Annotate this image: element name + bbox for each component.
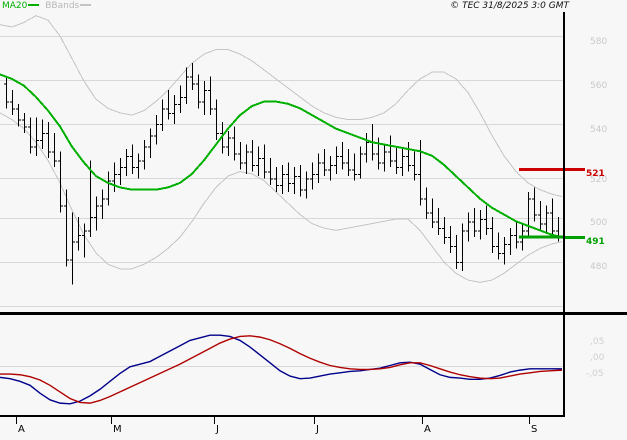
legend-bbands-swatch xyxy=(80,4,92,6)
price-chart-svg xyxy=(0,15,563,307)
x-tick-5 xyxy=(529,415,530,424)
price-tick-580: 580 xyxy=(590,37,608,47)
x-label-july: J xyxy=(316,424,319,435)
macd-signal-line xyxy=(0,335,563,404)
price-plot-area xyxy=(0,12,563,313)
legend-ma20-label: MA20 xyxy=(2,1,28,11)
price-tick-520: 520 xyxy=(590,175,608,185)
macd-tick-neg05: -,05 xyxy=(586,369,604,379)
x-label-april: A xyxy=(18,424,25,435)
macd-line xyxy=(0,334,562,405)
bbands-upper-line xyxy=(0,15,563,197)
last-price-marker-label: 521 xyxy=(586,169,605,179)
macd-chart-panel[interactable] xyxy=(0,316,563,415)
price-chart-panel[interactable] xyxy=(0,12,563,313)
x-tick-4 xyxy=(422,415,423,424)
bbands-lower-line xyxy=(0,112,563,283)
ohlc-bar-group xyxy=(4,63,561,285)
panel-separator xyxy=(0,312,627,315)
ma20-line xyxy=(0,73,563,239)
time-axis[interactable]: A M J J A S xyxy=(0,415,627,440)
copyright-timestamp: © TEC 31/8/2025 3:0 GMT xyxy=(450,1,569,11)
price-tick-540: 540 xyxy=(590,125,608,135)
price-tick-560: 560 xyxy=(590,81,608,91)
x-label-may: M xyxy=(113,424,122,435)
indicator-legend: MA20 BBands xyxy=(2,1,94,11)
macd-plot-area xyxy=(0,316,563,415)
x-tick-3 xyxy=(314,415,315,424)
macd-bottom-border xyxy=(0,415,563,417)
x-tick-2 xyxy=(214,415,215,424)
legend-ma20-swatch xyxy=(28,4,40,6)
legend-ma20[interactable]: MA20 xyxy=(2,1,42,11)
x-label-august: A xyxy=(424,424,431,435)
macd-tick-pos05: ,05 xyxy=(590,337,605,347)
macd-chart-svg xyxy=(0,334,563,405)
price-tick-480: 480 xyxy=(590,262,608,272)
x-tick-0 xyxy=(16,415,17,424)
x-tick-1 xyxy=(111,415,112,424)
x-label-june: J xyxy=(216,424,219,435)
x-label-september: S xyxy=(531,424,538,435)
legend-bbands[interactable]: BBands xyxy=(45,1,94,11)
macd-tick-zero: ,00 xyxy=(590,353,605,363)
ma20-price-marker-extension xyxy=(565,235,585,239)
last-price-marker-extension xyxy=(565,167,585,171)
legend-bbands-label: BBands xyxy=(45,1,80,11)
price-tick-500: 500 xyxy=(590,218,608,228)
ma20-price-marker-label: 491 xyxy=(586,237,605,247)
right-axis-rule xyxy=(563,12,565,417)
